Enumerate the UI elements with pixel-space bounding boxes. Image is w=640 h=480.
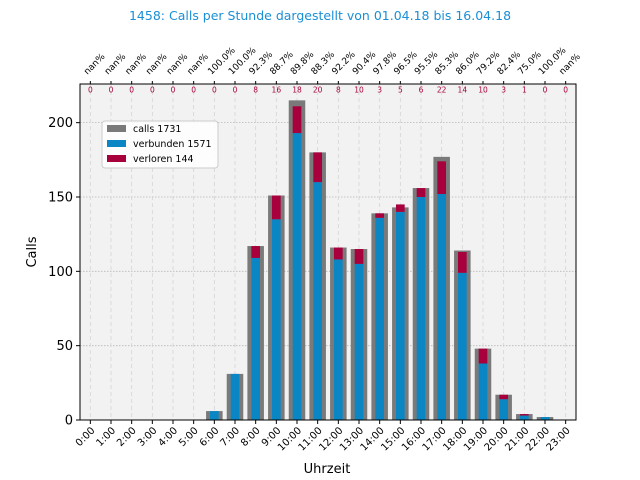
legend-swatch-verbunden — [107, 140, 126, 147]
top-count-label: 0 — [88, 86, 93, 95]
legend-swatch-calls — [107, 125, 126, 132]
verbunden-bar — [230, 373, 240, 420]
verbunden-bar — [354, 263, 364, 420]
verbunden-bar — [478, 363, 488, 420]
legend: calls 1731 verbunden 1571 verloren 144 — [101, 120, 219, 169]
top-count-label: 0 — [212, 86, 217, 95]
top-count-label: 14 — [458, 86, 468, 95]
top-count-label: 22 — [437, 86, 447, 95]
top-count-label: 5 — [398, 86, 403, 95]
verloren-bar — [437, 161, 447, 195]
top-count-label: 10 — [478, 86, 488, 95]
legend-label-calls: calls 1731 — [133, 124, 181, 135]
y-tick-label: 50 — [56, 339, 73, 354]
verbunden-bar — [313, 182, 323, 420]
x-tick-label: 5:00 — [177, 425, 201, 449]
verbunden-bar — [499, 399, 509, 420]
verbunden-bar — [519, 415, 529, 420]
verbunden-bar — [375, 217, 385, 420]
verbunden-bar — [416, 196, 426, 420]
top-count-label: 0 — [150, 86, 155, 95]
x-tick-label: 4:00 — [156, 425, 180, 449]
y-axis-label: Calls — [25, 236, 40, 267]
top-count-label: 0 — [233, 86, 238, 95]
top-count-label: 10 — [354, 86, 364, 95]
top-count-label: 1 — [522, 86, 527, 95]
verloren-bar — [519, 414, 529, 416]
top-count-label: 20 — [313, 86, 323, 95]
top-count-label: 6 — [419, 86, 424, 95]
top-count-label: 0 — [171, 86, 176, 95]
top-count-label: 0 — [191, 86, 196, 95]
top-percent-label: nan% — [165, 52, 190, 77]
verbunden-bar — [437, 194, 447, 420]
verloren-bar — [333, 247, 343, 260]
verloren-bar — [395, 204, 405, 212]
plot-frame — [79, 83, 577, 421]
top-percent-label: nan% — [144, 52, 169, 77]
verbunden-bar — [251, 257, 261, 420]
legend-box — [101, 120, 219, 169]
y-tick-label: 150 — [48, 190, 73, 205]
x-tick-label: 6:00 — [198, 425, 222, 449]
verloren-bar — [478, 348, 488, 364]
top-count-label: 0 — [109, 86, 114, 95]
top-count-label: 3 — [501, 86, 506, 95]
x-tick-label: 0:00 — [74, 425, 98, 449]
verloren-bar — [292, 106, 302, 134]
top-percent-label: nan% — [103, 52, 128, 77]
y-tick-label: 100 — [48, 265, 73, 280]
x-tick-label: 8:00 — [239, 425, 263, 449]
top-count-label: 0 — [129, 86, 134, 95]
verbunden-bar — [540, 417, 550, 420]
x-tick-label: 1:00 — [94, 425, 118, 449]
verloren-bar — [251, 246, 261, 258]
x-tick-label: 23:00 — [545, 425, 573, 453]
top-percent-label: nan% — [82, 52, 107, 77]
x-tick-label: 3:00 — [136, 425, 160, 449]
verbunden-bar — [292, 133, 302, 420]
legend-label-verbunden: verbunden 1571 — [133, 139, 212, 150]
verbunden-bar — [209, 411, 219, 420]
verloren-bar — [313, 152, 323, 183]
top-count-label: 0 — [563, 86, 568, 95]
y-tick-label: 0 — [65, 414, 73, 429]
bars — [206, 100, 554, 421]
top-percent-label: nan% — [124, 52, 149, 77]
top-count-label: 3 — [377, 86, 382, 95]
chart-title: 1458: Calls per Stunde dargestellt von 0… — [129, 8, 511, 23]
verbunden-bar — [457, 272, 467, 420]
x-tick-label: 2:00 — [115, 425, 139, 449]
y-tick-label: 200 — [48, 116, 73, 131]
verbunden-bar — [333, 259, 343, 420]
verloren-bar — [457, 252, 467, 273]
top-count-label: 16 — [272, 86, 282, 95]
top-percent-label: nan% — [186, 52, 211, 77]
verloren-bar — [416, 188, 426, 197]
top-count-label: 18 — [292, 86, 302, 95]
y-axis: 0 50 100 150 200 — [48, 116, 80, 429]
verloren-bar — [375, 213, 385, 218]
x-axis-label: Uhrzeit — [304, 462, 351, 477]
verloren-bar — [271, 195, 281, 220]
top-count-label: 8 — [253, 86, 258, 95]
top-count-label: 8 — [336, 86, 341, 95]
verbunden-bar — [395, 211, 405, 420]
x-tick-label: 7:00 — [218, 425, 242, 449]
legend-swatch-verloren — [107, 155, 126, 162]
top-count-label: 0 — [543, 86, 548, 95]
verloren-bar — [354, 249, 364, 264]
verbunden-bar — [271, 219, 281, 420]
verloren-bar — [499, 394, 509, 400]
legend-label-verloren: verloren 144 — [133, 154, 194, 165]
x-axis: 0:001:002:003:004:005:006:007:008:009:00… — [74, 420, 573, 454]
